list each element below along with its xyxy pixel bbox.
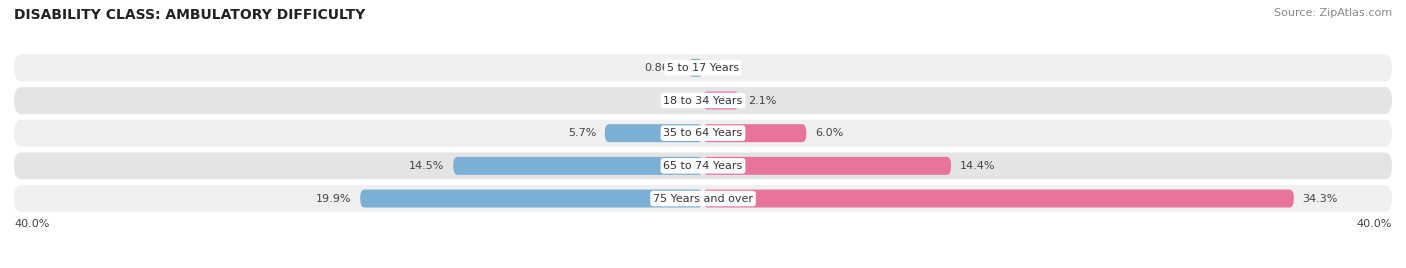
Text: 40.0%: 40.0% xyxy=(14,219,49,229)
FancyBboxPatch shape xyxy=(453,157,703,175)
Text: 0.0%: 0.0% xyxy=(711,63,740,73)
FancyBboxPatch shape xyxy=(14,152,1392,179)
Text: 0.0%: 0.0% xyxy=(666,95,695,106)
FancyBboxPatch shape xyxy=(703,92,740,110)
Text: 18 to 34 Years: 18 to 34 Years xyxy=(664,95,742,106)
Text: 6.0%: 6.0% xyxy=(815,128,844,138)
Text: 14.5%: 14.5% xyxy=(409,161,444,171)
Text: 75 Years and over: 75 Years and over xyxy=(652,193,754,203)
Text: 5 to 17 Years: 5 to 17 Years xyxy=(666,63,740,73)
Text: 19.9%: 19.9% xyxy=(316,193,352,203)
FancyBboxPatch shape xyxy=(703,189,1294,207)
Text: 35 to 64 Years: 35 to 64 Years xyxy=(664,128,742,138)
FancyBboxPatch shape xyxy=(14,185,1392,212)
Text: 2.1%: 2.1% xyxy=(748,95,776,106)
FancyBboxPatch shape xyxy=(360,189,703,207)
FancyBboxPatch shape xyxy=(703,157,950,175)
Text: 34.3%: 34.3% xyxy=(1302,193,1337,203)
Text: 65 to 74 Years: 65 to 74 Years xyxy=(664,161,742,171)
FancyBboxPatch shape xyxy=(14,120,1392,147)
Text: 40.0%: 40.0% xyxy=(1357,219,1392,229)
Text: 14.4%: 14.4% xyxy=(960,161,995,171)
Text: 0.86%: 0.86% xyxy=(644,63,679,73)
Text: DISABILITY CLASS: AMBULATORY DIFFICULTY: DISABILITY CLASS: AMBULATORY DIFFICULTY xyxy=(14,8,366,22)
Text: Source: ZipAtlas.com: Source: ZipAtlas.com xyxy=(1274,8,1392,18)
FancyBboxPatch shape xyxy=(605,124,703,142)
FancyBboxPatch shape xyxy=(688,59,703,77)
FancyBboxPatch shape xyxy=(703,124,807,142)
FancyBboxPatch shape xyxy=(14,87,1392,114)
FancyBboxPatch shape xyxy=(14,54,1392,81)
Text: 5.7%: 5.7% xyxy=(568,128,596,138)
